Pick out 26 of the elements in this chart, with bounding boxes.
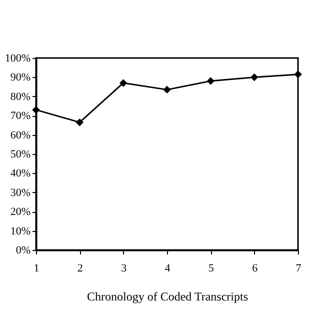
point — [294, 70, 302, 78]
point — [76, 118, 84, 126]
point — [119, 79, 128, 87]
y-tick-label: 10% — [10, 225, 30, 238]
y-tick-label: 20% — [10, 206, 30, 218]
y-tick-label: 50% — [10, 148, 30, 160]
y-tick-label: 70% — [10, 110, 30, 122]
x-tick-label: 6 — [252, 262, 258, 274]
x-tick-label: 2 — [77, 262, 83, 274]
y-tick-label: 60% — [10, 129, 30, 142]
point — [32, 106, 40, 114]
x-axis-title: Chronology of Coded Transcripts — [86, 290, 248, 304]
y-tick-label: 0% — [16, 244, 30, 256]
y-tick-label: 90% — [10, 72, 30, 84]
x-tick-label: 7 — [296, 262, 302, 274]
x-tick-label: 4 — [164, 262, 171, 274]
point — [163, 86, 171, 94]
point — [250, 73, 258, 82]
y-tick-label: 40% — [10, 168, 30, 180]
x-tick-label: 1 — [34, 262, 40, 274]
y-tick-label: 30% — [10, 186, 30, 199]
y-tick-label: 80% — [10, 90, 30, 103]
x-tick-label: 5 — [208, 262, 214, 274]
y-tick-label: 100% — [4, 52, 30, 64]
x-tick-label: 3 — [121, 262, 128, 274]
point — [206, 77, 215, 85]
